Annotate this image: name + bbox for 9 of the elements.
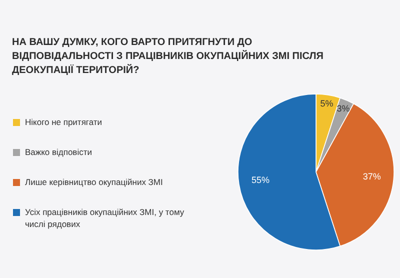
legend-label: Важко відповісти <box>25 147 92 157</box>
legend-label: Усіх працівників окупаційних ЗМІ, у тому числі рядових <box>25 207 185 229</box>
legend-label: Нікого не притягати <box>25 117 102 127</box>
data-label: 3% <box>336 103 350 114</box>
legend-label: Лише керівництво окупаційних ЗМІ <box>25 177 163 187</box>
data-label: 55% <box>252 175 270 186</box>
chart-title: НА ВАШУ ДУМКУ, КОГО ВАРТО ПРИТЯГНУТИ ДО ВІДПОВІДАЛЬНОСТІ З ПРАЦІВНИКІВ ОКУПАЦІЙНИХ ЗМІ ПІСЛЯ ДЕОКУПАЦІЇ ТЕРИТОРІЙ? <box>12 37 324 76</box>
data-label: 37% <box>362 172 381 182</box>
data-label: 5% <box>320 98 334 109</box>
